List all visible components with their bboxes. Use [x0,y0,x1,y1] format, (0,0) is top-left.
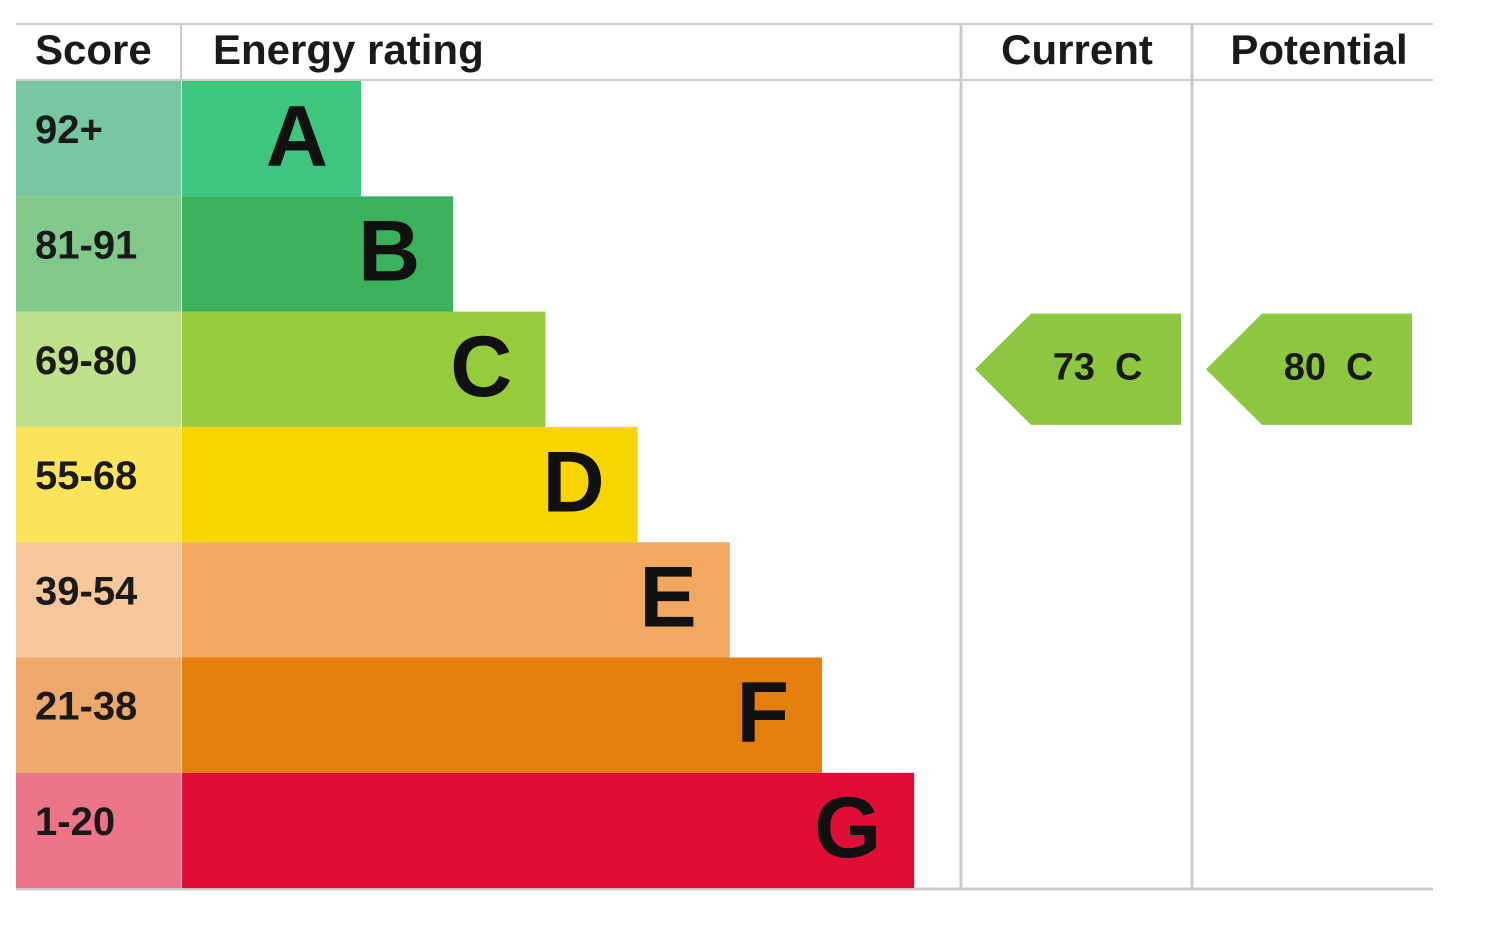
rating-bar [182,311,546,427]
rating-letter: D [542,434,604,530]
rating-letter: A [266,88,328,184]
header: Score [35,26,152,73]
rating-bar [182,196,454,312]
rating-bar [182,542,730,658]
score-cell [16,81,181,197]
rating-bar [182,426,638,543]
score-label: 55-68 [35,454,137,498]
rating-bar [182,657,822,773]
score-label: 81-91 [35,224,137,268]
score-label: 1-20 [35,800,115,844]
score-cell [16,426,181,543]
rating-letter: B [358,204,420,300]
score-label: 39-54 [35,569,138,613]
potential-arrow [1206,313,1412,425]
score-cell [16,196,181,312]
score-cell [16,311,181,427]
potential-value: 80 [1284,346,1326,388]
header: Energy rating [213,26,484,73]
rating-letter: C [450,319,512,415]
score-label: 92+ [35,108,103,152]
score-label: 21-38 [35,685,137,729]
current-value: 73 [1053,346,1095,388]
rating-letter: E [639,550,696,646]
score-label: 69-80 [35,339,137,383]
header: Current [1001,26,1153,73]
rating-letter: G [814,780,881,876]
rating-bar [182,81,361,197]
score-cell [16,657,181,773]
current-rating: C [1115,346,1142,388]
header: Potential [1230,26,1407,73]
score-cell [16,542,181,658]
score-cell [16,772,181,889]
rating-letter: F [736,665,789,761]
current-arrow [975,313,1181,425]
rating-bar [182,772,915,889]
potential-rating: C [1346,346,1373,388]
